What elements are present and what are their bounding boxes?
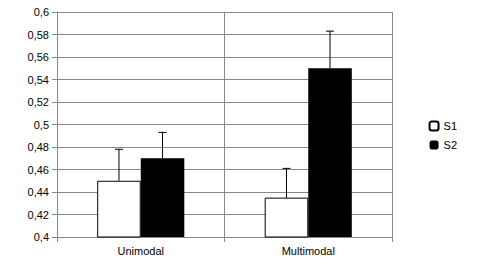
svg-text:S1: S1 — [444, 120, 457, 132]
svg-text:Unimodal: Unimodal — [118, 245, 164, 257]
svg-text:0,4: 0,4 — [34, 231, 49, 243]
svg-text:0,58: 0,58 — [28, 29, 49, 41]
svg-text:0,6: 0,6 — [34, 6, 49, 18]
svg-text:0,44: 0,44 — [28, 186, 49, 198]
svg-text:S2: S2 — [444, 139, 457, 151]
svg-text:0,42: 0,42 — [28, 209, 49, 221]
svg-text:0,52: 0,52 — [28, 96, 49, 108]
svg-text:Multimodal: Multimodal — [282, 245, 335, 257]
svg-text:0,5: 0,5 — [34, 119, 49, 131]
svg-text:0,48: 0,48 — [28, 141, 49, 153]
svg-text:0,46: 0,46 — [28, 164, 49, 176]
svg-text:0,56: 0,56 — [28, 51, 49, 63]
svg-text:0,54: 0,54 — [28, 74, 49, 86]
